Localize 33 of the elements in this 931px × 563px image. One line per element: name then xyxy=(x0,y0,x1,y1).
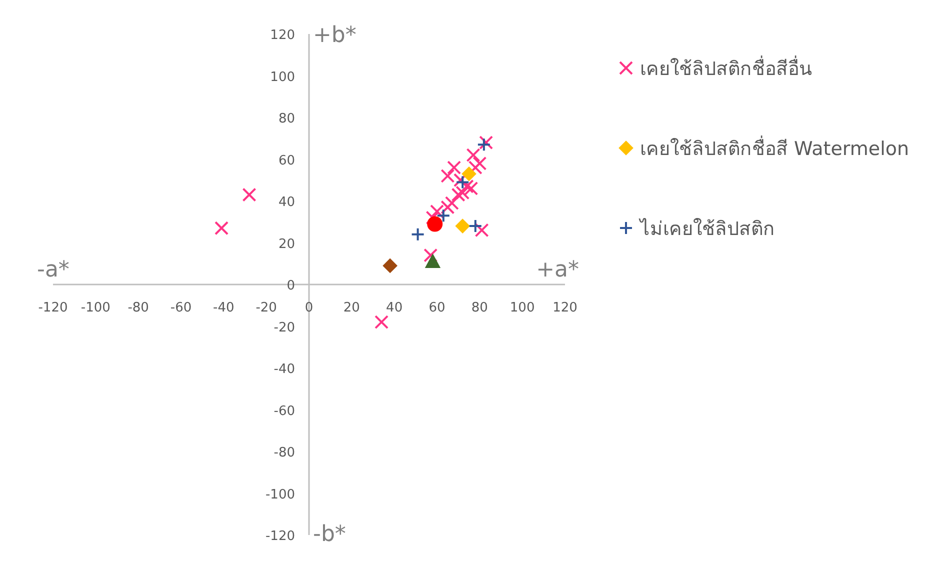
x-tick-label: 100 xyxy=(510,300,535,316)
y-tick-label: -100 xyxy=(265,487,295,502)
annotation: -a* xyxy=(37,258,70,282)
x-tick-label: 80 xyxy=(471,300,488,316)
y-tick-label: 80 xyxy=(278,112,295,126)
y-tick-label: -120 xyxy=(265,529,295,544)
y-tick-label: 120 xyxy=(270,28,295,43)
annotation: +a* xyxy=(536,258,579,282)
y-tick-label: 100 xyxy=(270,70,295,85)
x-tick-label: 60 xyxy=(428,300,446,316)
y-tick-label: 60 xyxy=(278,153,295,168)
y-tick-label: -80 xyxy=(274,446,295,460)
legend-label: เคยใช้ลิปสติกชื่อสี Watermelon xyxy=(640,135,910,160)
annotation: -b* xyxy=(313,522,346,547)
annotation: +b* xyxy=(313,23,356,48)
y-tick-label: -40 xyxy=(274,362,295,377)
legend-label: เคยใช้ลิปสติกชื่อสีอื่น xyxy=(640,55,812,80)
y-tick-label: 20 xyxy=(278,236,295,252)
y-tick-label: -60 xyxy=(274,404,295,419)
x-tick-label: -20 xyxy=(256,300,277,316)
y-tick-label: 40 xyxy=(278,195,295,210)
y-tick-label: 0 xyxy=(286,278,295,294)
legend-label: ไม่เคยใช้ลิปสติก xyxy=(638,218,775,240)
x-tick-label: -100 xyxy=(80,300,110,316)
x-tick-label: 120 xyxy=(552,300,578,316)
x-tick-label: 40 xyxy=(386,300,403,316)
y-tick-label: -20 xyxy=(274,320,295,336)
x-tick-label: 20 xyxy=(343,300,360,316)
x-tick-label: 0 xyxy=(304,300,314,316)
x-tick-label: -80 xyxy=(128,300,149,316)
x-tick-label: -40 xyxy=(213,300,234,316)
x-tick-label: -120 xyxy=(38,300,68,316)
x-tick-label: -60 xyxy=(170,300,192,316)
